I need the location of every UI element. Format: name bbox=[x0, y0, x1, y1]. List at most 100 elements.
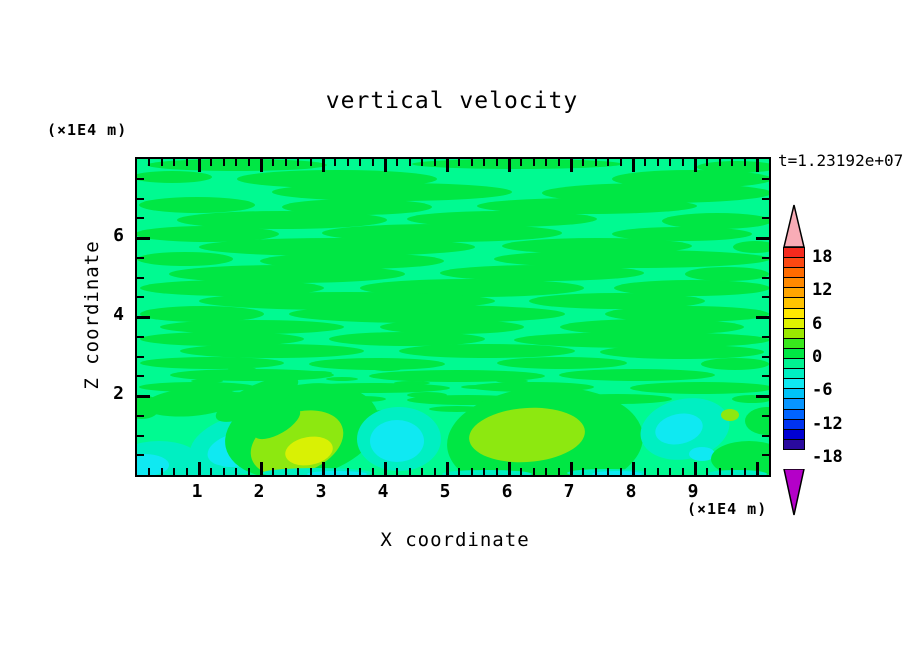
axis-tick bbox=[297, 159, 299, 166]
time-annotation: t=1.23192e+07 bbox=[778, 151, 904, 170]
axis-tick bbox=[334, 468, 336, 475]
axis-tick bbox=[496, 468, 498, 475]
axis-tick bbox=[334, 159, 336, 166]
contour-dash bbox=[302, 371, 332, 375]
axis-tick bbox=[682, 159, 684, 166]
contour-stripe bbox=[697, 161, 769, 173]
contour-cell bbox=[137, 454, 169, 475]
contour-stripe bbox=[600, 345, 764, 359]
axis-tick bbox=[756, 237, 769, 240]
axis-tick bbox=[545, 468, 547, 475]
axis-tick bbox=[434, 159, 436, 166]
contour-stripe bbox=[369, 370, 545, 382]
contour-stripe bbox=[380, 320, 524, 334]
axis-tick bbox=[347, 468, 349, 475]
contour-stripe bbox=[477, 198, 697, 214]
axis-tick bbox=[756, 395, 769, 398]
contour-cell bbox=[370, 420, 424, 462]
contour-dash bbox=[496, 379, 528, 383]
contour-stripe bbox=[160, 320, 344, 334]
axis-tick bbox=[762, 435, 769, 437]
axis-tick bbox=[137, 336, 144, 338]
axis-tick bbox=[210, 159, 212, 166]
axis-tick bbox=[570, 159, 573, 172]
axis-tick bbox=[607, 468, 609, 475]
axis-tick bbox=[285, 468, 287, 475]
axis-tick bbox=[359, 468, 361, 475]
chart-title: vertical velocity bbox=[325, 88, 579, 114]
y-tick-label: 4 bbox=[113, 304, 124, 325]
axis-tick bbox=[137, 296, 144, 298]
axis-tick bbox=[137, 415, 144, 417]
axis-tick bbox=[161, 159, 163, 166]
contour-stripe bbox=[614, 280, 769, 296]
colorbar-tick-label: -18 bbox=[812, 446, 843, 467]
axis-tick bbox=[446, 159, 449, 172]
axis-tick bbox=[762, 415, 769, 417]
axis-tick bbox=[372, 159, 374, 166]
axis-tick bbox=[148, 468, 150, 475]
contour-cell bbox=[215, 376, 299, 422]
contour-stripe bbox=[612, 227, 752, 241]
colorbar-tick-label: 0 bbox=[812, 347, 823, 367]
axis-tick bbox=[272, 468, 274, 475]
axis-tick bbox=[669, 159, 671, 166]
axis-tick bbox=[223, 468, 225, 475]
axis-tick bbox=[409, 159, 411, 166]
axis-tick bbox=[210, 468, 212, 475]
axis-tick bbox=[744, 468, 746, 475]
axis-tick bbox=[137, 198, 144, 200]
contour-cell bbox=[137, 395, 160, 419]
axis-tick bbox=[421, 468, 423, 475]
axis-tick bbox=[322, 159, 325, 172]
axis-tick bbox=[446, 462, 449, 475]
axis-tick bbox=[272, 159, 274, 166]
axis-tick bbox=[347, 159, 349, 166]
contour-stripe bbox=[147, 159, 327, 171]
axis-tick bbox=[669, 468, 671, 475]
axis-tick bbox=[297, 468, 299, 475]
axis-tick bbox=[508, 159, 511, 172]
contour-dash bbox=[461, 385, 493, 389]
contour-stripe bbox=[272, 183, 512, 201]
axis-tick bbox=[508, 462, 511, 475]
axis-tick bbox=[137, 277, 144, 279]
contour-cell bbox=[711, 441, 769, 475]
y-axis-unit-label: (×1E4 m) bbox=[47, 121, 128, 139]
axis-tick bbox=[285, 159, 287, 166]
x-tick-label: 6 bbox=[501, 481, 513, 502]
colorbar-tick-label: 18 bbox=[812, 247, 833, 268]
contour-stripe bbox=[137, 226, 279, 242]
contour-stripe bbox=[662, 213, 769, 229]
contour-stripe bbox=[140, 332, 304, 346]
axis-tick bbox=[471, 468, 473, 475]
axis-tick bbox=[719, 468, 721, 475]
axis-tick bbox=[762, 217, 769, 219]
axis-tick bbox=[483, 468, 485, 475]
axis-tick bbox=[434, 468, 436, 475]
axis-tick bbox=[762, 257, 769, 259]
contour-stripe bbox=[180, 344, 364, 358]
axis-tick bbox=[421, 159, 423, 166]
axis-tick bbox=[173, 468, 175, 475]
plot-area bbox=[135, 157, 771, 477]
contour-dash bbox=[191, 379, 223, 383]
axis-tick bbox=[558, 468, 560, 475]
axis-tick bbox=[137, 316, 150, 319]
x-tick-label: 4 bbox=[377, 481, 389, 502]
axis-tick bbox=[545, 159, 547, 166]
axis-tick bbox=[248, 468, 250, 475]
contour-cell bbox=[592, 471, 642, 475]
x-tick-label: 7 bbox=[563, 481, 575, 502]
axis-tick bbox=[137, 237, 150, 240]
contour-cell bbox=[689, 447, 715, 461]
x-tick-label: 8 bbox=[625, 481, 637, 502]
contour-stripe bbox=[322, 224, 562, 242]
axis-tick bbox=[762, 356, 769, 358]
colorbar-tick-label: -6 bbox=[812, 380, 833, 401]
axis-tick bbox=[137, 454, 144, 456]
contour-stripe bbox=[685, 267, 769, 281]
axis-tick bbox=[496, 159, 498, 166]
contour-stripe bbox=[494, 250, 769, 268]
